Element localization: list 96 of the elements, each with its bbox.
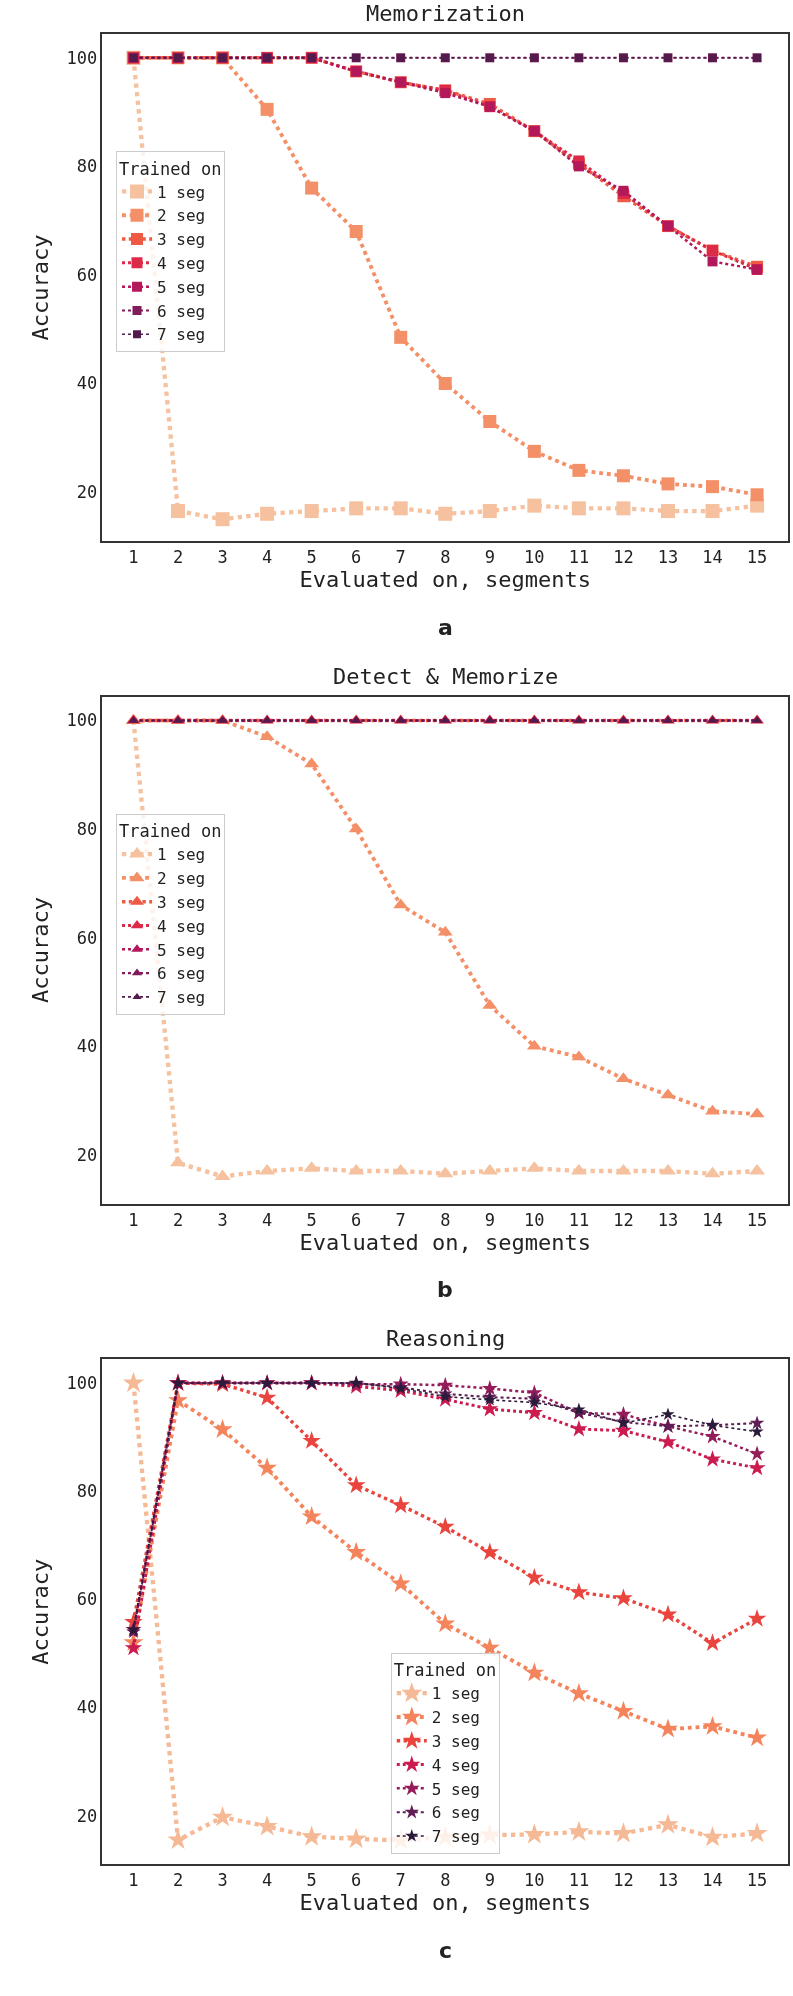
x-tick-label: 11 [568, 1870, 590, 1891]
y-tick-label: 80 [76, 156, 98, 177]
x-tick-label: 3 [217, 547, 228, 568]
legend-label: 4 seg [157, 916, 206, 936]
legend-title: Trained on [119, 821, 222, 842]
y-tick-label: 60 [76, 927, 98, 948]
y-tick-label: 20 [76, 1144, 98, 1165]
legend-label: 7 seg [431, 1827, 480, 1847]
legend-label: 1 seg [157, 182, 206, 202]
x-tick-label: 4 [261, 547, 273, 568]
x-tick-label: 13 [657, 547, 679, 568]
x-tick-label: 10 [524, 547, 545, 568]
legend-title: Trained on [119, 158, 222, 179]
x-tick-label: 11 [568, 547, 590, 568]
x-tick-label: 9 [484, 1870, 495, 1891]
x-tick-label: 2 [172, 1209, 184, 1230]
legend-label: 6 seg [157, 964, 206, 984]
x-tick-label: 10 [524, 1209, 545, 1230]
x-tick-label: 5 [306, 1209, 317, 1230]
x-tick-label: 9 [484, 1209, 495, 1230]
x-axis-title: Evaluated on, segments [299, 1229, 591, 1255]
legend-label: 6 seg [431, 1803, 480, 1823]
y-tick-label: 40 [76, 1036, 98, 1057]
x-tick-label: 5 [306, 1870, 317, 1891]
legend-label: 1 seg [431, 1684, 480, 1704]
x-tick-label: 1 [128, 547, 139, 568]
y-tick-label: 80 [76, 1481, 98, 1502]
y-tick-label: 20 [76, 1805, 98, 1826]
x-tick-label: 7 [395, 547, 406, 568]
x-tick-label: 2 [172, 547, 184, 568]
legend-title: Trained on [393, 1660, 497, 1681]
y-tick-label: 100 [66, 1373, 98, 1394]
y-tick-label: 40 [76, 373, 98, 394]
x-tick-label: 13 [657, 1209, 679, 1230]
y-tick-label: 20 [76, 482, 98, 503]
legend-label: 6 seg [157, 301, 206, 321]
x-tick-label: 3 [217, 1870, 228, 1891]
x-tick-label: 7 [395, 1870, 406, 1891]
x-tick-label: 14 [702, 1209, 723, 1230]
legend-label: 5 seg [431, 1779, 480, 1799]
chart-title: Memorization [366, 1, 525, 26]
x-tick-label: 12 [613, 547, 634, 568]
x-tick-label: 8 [440, 547, 451, 568]
x-tick-label: 14 [702, 547, 723, 568]
x-tick-label: 6 [351, 1209, 362, 1230]
legend-label: 4 seg [431, 1755, 480, 1775]
chart-title: Reasoning [386, 1326, 506, 1351]
y-axis-title: Accuracy [27, 234, 53, 341]
x-tick-label: 11 [568, 1209, 590, 1230]
x-tick-label: 8 [440, 1870, 451, 1891]
x-tick-label: 15 [746, 547, 768, 568]
legend-label: 7 seg [157, 325, 206, 345]
legend-label: 5 seg [157, 277, 206, 297]
x-axis-title: Evaluated on, segments [299, 567, 591, 593]
y-axis-title: Accuracy [27, 897, 53, 1004]
x-tick-label: 5 [306, 547, 317, 568]
x-tick-label: 10 [524, 1870, 545, 1891]
legend-label: 2 seg [157, 206, 206, 226]
x-tick-label: 1 [128, 1870, 139, 1891]
legend-label: 2 seg [431, 1708, 480, 1728]
legend-label: 3 seg [157, 230, 206, 250]
x-tick-label: 2 [172, 1870, 184, 1891]
y-tick-label: 100 [66, 47, 98, 68]
x-tick-label: 15 [746, 1870, 768, 1891]
y-tick-label: 80 [76, 819, 98, 839]
x-tick-label: 4 [261, 1209, 273, 1230]
x-tick-label: 14 [702, 1870, 723, 1891]
x-tick-label: 4 [261, 1870, 273, 1891]
legend-label: 1 seg [157, 845, 206, 865]
text: b [437, 1277, 453, 1302]
x-tick-label: 12 [613, 1870, 634, 1891]
legend-label: 4 seg [157, 254, 206, 274]
x-tick-label: 13 [657, 1870, 679, 1891]
x-tick-label: 7 [395, 1209, 406, 1230]
text: c [439, 1938, 453, 1963]
x-tick-label: 12 [613, 1209, 634, 1230]
x-tick-label: 15 [746, 1209, 768, 1230]
chart-title: Detect & Memorize [333, 664, 559, 689]
x-axis-title: Evaluated on, segments [299, 1890, 591, 1916]
x-tick-label: 6 [351, 547, 362, 568]
text: a [438, 615, 453, 640]
x-tick-label: 8 [440, 1209, 451, 1230]
x-tick-label: 6 [351, 1870, 362, 1891]
legend-label: 3 seg [431, 1732, 480, 1751]
x-tick-label: 3 [217, 1209, 228, 1230]
x-tick-label: 9 [484, 547, 495, 568]
y-tick-label: 60 [76, 1589, 98, 1610]
legend-label: 3 seg [157, 892, 206, 912]
legend-label: 7 seg [157, 988, 206, 1008]
y-tick-label: 40 [76, 1697, 98, 1718]
legend-label: 2 seg [157, 869, 206, 889]
x-tick-label: 1 [128, 1209, 139, 1230]
y-tick-label: 100 [66, 710, 98, 731]
legend-label: 5 seg [157, 940, 206, 960]
y-tick-label: 60 [76, 264, 98, 285]
y-axis-title: Accuracy [27, 1558, 53, 1665]
